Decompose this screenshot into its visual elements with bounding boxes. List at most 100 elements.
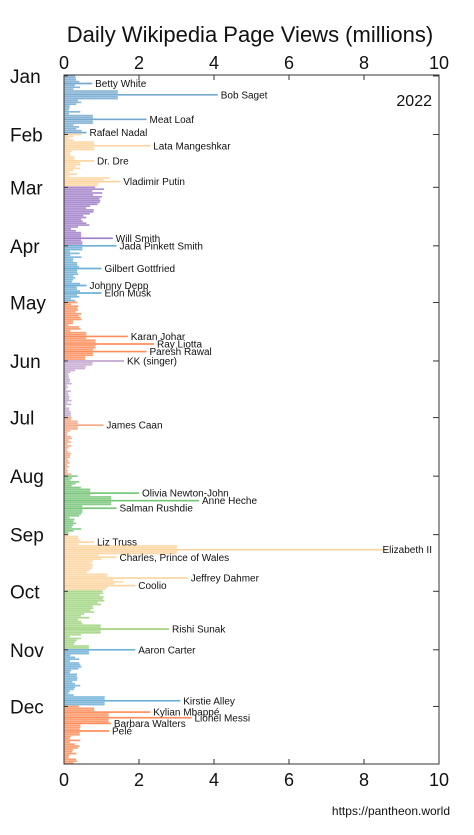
- day-bar-249: [64, 545, 177, 547]
- day-bar-61: [64, 190, 93, 192]
- day-bar-178: [64, 411, 71, 413]
- day-bar-144: [64, 346, 96, 349]
- day-bar-357: [64, 748, 73, 751]
- plot-frame: [63, 74, 440, 765]
- x-tick-top-8: 8: [359, 53, 369, 73]
- day-bar-227: [64, 503, 112, 506]
- day-bar-253: [64, 552, 177, 555]
- day-bar-212: [64, 475, 78, 477]
- day-bar-258: [64, 562, 92, 564]
- day-bar-346: [64, 728, 80, 730]
- day-bar-143: [64, 345, 96, 347]
- day-bar-117: [64, 295, 80, 298]
- day-bar-58: [64, 184, 98, 187]
- day-bar-103: [64, 269, 78, 272]
- day-bar-239: [64, 526, 72, 528]
- day-bar-88: [64, 241, 83, 243]
- day-bar-228: [64, 505, 83, 508]
- annotation-label-11: Elon Musk: [105, 289, 153, 300]
- day-bar-236: [64, 520, 74, 523]
- day-bar-363: [64, 760, 77, 763]
- day-bar-160: [64, 377, 69, 379]
- day-bar-273: [64, 590, 103, 593]
- day-bar-154: [64, 365, 86, 368]
- day-bar-222: [64, 494, 91, 496]
- day-bar-40: [64, 150, 72, 153]
- day-bar-194: [64, 441, 71, 443]
- annotation-label-13: Ray Liotta: [157, 339, 202, 350]
- month-label-jun: Jun: [10, 352, 41, 373]
- day-bar-184: [64, 422, 78, 425]
- day-bar-81: [64, 228, 71, 230]
- day-bar-64: [64, 195, 102, 198]
- day-bar-65: [64, 197, 100, 200]
- day-bar-55: [64, 178, 104, 181]
- day-bar-173: [64, 401, 68, 404]
- day-bar-31: [64, 133, 82, 136]
- day-bar-210: [64, 471, 68, 474]
- day-bar-94: [64, 252, 80, 255]
- day-bar-333: [64, 703, 105, 706]
- day-bar-242: [64, 531, 69, 534]
- day-bar-8: [64, 90, 118, 92]
- day-bar-187: [64, 428, 78, 430]
- day-bar-145: [64, 348, 93, 351]
- day-bar-104: [64, 271, 78, 274]
- day-bar-147: [64, 352, 93, 355]
- day-bar-53: [64, 175, 70, 177]
- day-bar-329: [64, 696, 105, 698]
- day-bar-238: [64, 524, 74, 527]
- annotation-label-3: Rafael Nadal: [90, 128, 148, 139]
- annotation-label-24: Coolio: [138, 581, 167, 592]
- day-bar-66: [64, 199, 101, 202]
- annotation-label-29: Lionel Messi: [195, 713, 251, 724]
- day-bar-128: [64, 316, 81, 319]
- day-bar-113: [64, 288, 78, 291]
- day-bar-170: [64, 396, 70, 398]
- day-bar-158: [64, 373, 69, 376]
- day-bar-305: [64, 650, 89, 653]
- day-bar-362: [64, 758, 77, 761]
- day-bar-153: [64, 363, 93, 366]
- annotation-label-0: Betty White: [95, 79, 147, 90]
- day-bar-2: [64, 78, 76, 81]
- day-bar-149: [64, 356, 85, 359]
- day-bar-226: [64, 501, 112, 504]
- day-bar-306: [64, 652, 89, 655]
- day-bar-240: [64, 528, 81, 530]
- annotation-label-6: Vladimir Putin: [123, 177, 185, 188]
- day-bar-330: [64, 698, 105, 700]
- day-bar-301: [64, 643, 74, 645]
- day-bar-84: [64, 233, 82, 236]
- day-bar-109: [64, 280, 72, 283]
- day-bar-132: [64, 324, 69, 326]
- day-bar-198: [64, 448, 67, 451]
- day-bar-309: [64, 658, 80, 661]
- annotation-label-12: Karan Johar: [131, 332, 186, 343]
- day-bar-71: [64, 209, 94, 211]
- day-bar-157: [64, 371, 71, 374]
- day-bar-161: [64, 379, 70, 381]
- day-bar-223: [64, 496, 112, 498]
- day-bar-197: [64, 446, 69, 449]
- day-bar-73: [64, 212, 90, 215]
- day-bar-355: [64, 745, 80, 747]
- day-bar-234: [64, 516, 70, 519]
- day-bar-280: [64, 603, 102, 606]
- day-bar-87: [64, 239, 82, 242]
- day-bar-182: [64, 418, 72, 421]
- day-bar-54: [64, 177, 110, 179]
- day-bar-312: [64, 664, 81, 666]
- day-bar-47: [64, 163, 81, 166]
- x-tick-bottom-0: 0: [59, 770, 69, 790]
- day-bar-105: [64, 273, 79, 275]
- day-bar-351: [64, 737, 70, 740]
- day-bar-190: [64, 433, 68, 436]
- day-bar-206: [64, 463, 68, 466]
- day-bar-63: [64, 194, 94, 196]
- day-bar-175: [64, 405, 67, 408]
- day-bar-272: [64, 588, 106, 591]
- day-bar-82: [64, 229, 76, 232]
- day-bar-155: [64, 367, 86, 370]
- x-tick-bottom-2: 2: [134, 770, 144, 790]
